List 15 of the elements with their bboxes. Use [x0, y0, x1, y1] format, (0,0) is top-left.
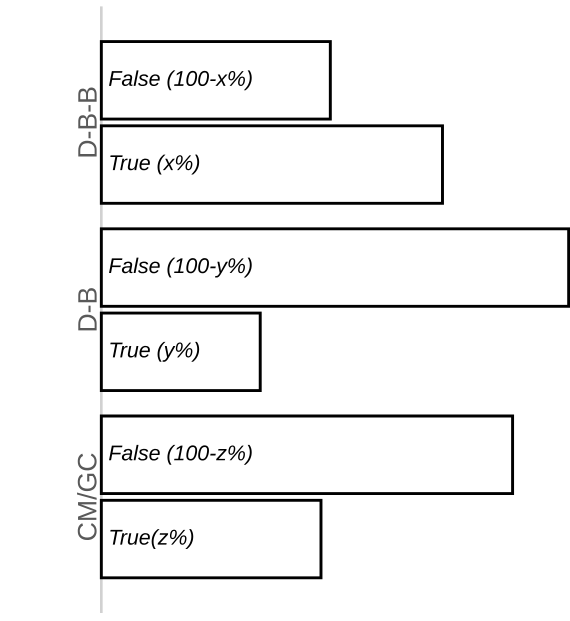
bar: [100, 414, 514, 496]
annotation: True(z%): [110, 529, 194, 549]
annotation: False (100-z%): [108, 444, 252, 465]
bar: [100, 227, 570, 308]
bar: [100, 498, 322, 580]
annotation: False (100-y%): [108, 258, 252, 278]
bar: [100, 124, 444, 205]
y-tick-label: D-B-B: [78, 88, 97, 157]
y-tick-label: D-B: [78, 288, 97, 330]
bar: [100, 40, 332, 121]
annotation: True (x%): [110, 154, 200, 174]
bar: [100, 312, 262, 392]
annotation: True (y%): [110, 342, 200, 362]
y-tick-label: CM/GC: [76, 453, 97, 540]
annotation: False (100-x%): [108, 70, 252, 90]
